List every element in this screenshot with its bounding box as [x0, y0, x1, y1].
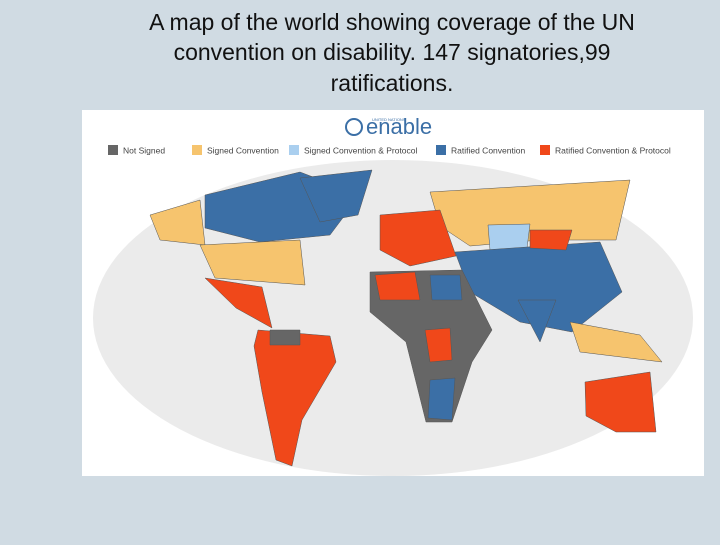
- country-region: [374, 271, 421, 301]
- country-region: [569, 321, 663, 363]
- country-region: [204, 277, 273, 329]
- legend-swatch: [192, 145, 202, 155]
- land-masses: [149, 169, 663, 467]
- country-region: [424, 327, 453, 363]
- legend-swatch: [540, 145, 550, 155]
- country-region: [427, 377, 456, 421]
- country-region: [269, 329, 301, 346]
- legend-swatch: [108, 145, 118, 155]
- logo-emblem: [345, 118, 363, 136]
- country-region: [299, 169, 373, 223]
- logo-name: enable: [366, 114, 432, 139]
- country-region: [584, 371, 657, 433]
- country-region: [199, 239, 306, 286]
- legend-label: Ratified Convention & Protocol: [555, 145, 671, 155]
- title-line: convention on disability. 147 signatorie…: [174, 39, 611, 65]
- legend-swatch: [289, 145, 299, 155]
- country-region: [429, 274, 463, 301]
- country-region: [529, 229, 573, 251]
- legend-label: Not Signed: [123, 145, 165, 155]
- legend-label: Signed Convention & Protocol: [304, 145, 418, 155]
- title-line: ratifications.: [331, 70, 454, 96]
- country-region: [517, 299, 557, 343]
- legend-label: Signed Convention: [207, 145, 279, 155]
- logo-org: UNITED NATIONS: [372, 117, 406, 122]
- legend-swatch: [436, 145, 446, 155]
- country-region: [253, 329, 337, 467]
- legend-label: Ratified Convention: [451, 145, 525, 155]
- legend: Not Signed Signed Convention Signed Conven…: [108, 145, 671, 155]
- title-line: A map of the world showing coverage of t…: [149, 9, 635, 35]
- country-region: [379, 209, 457, 267]
